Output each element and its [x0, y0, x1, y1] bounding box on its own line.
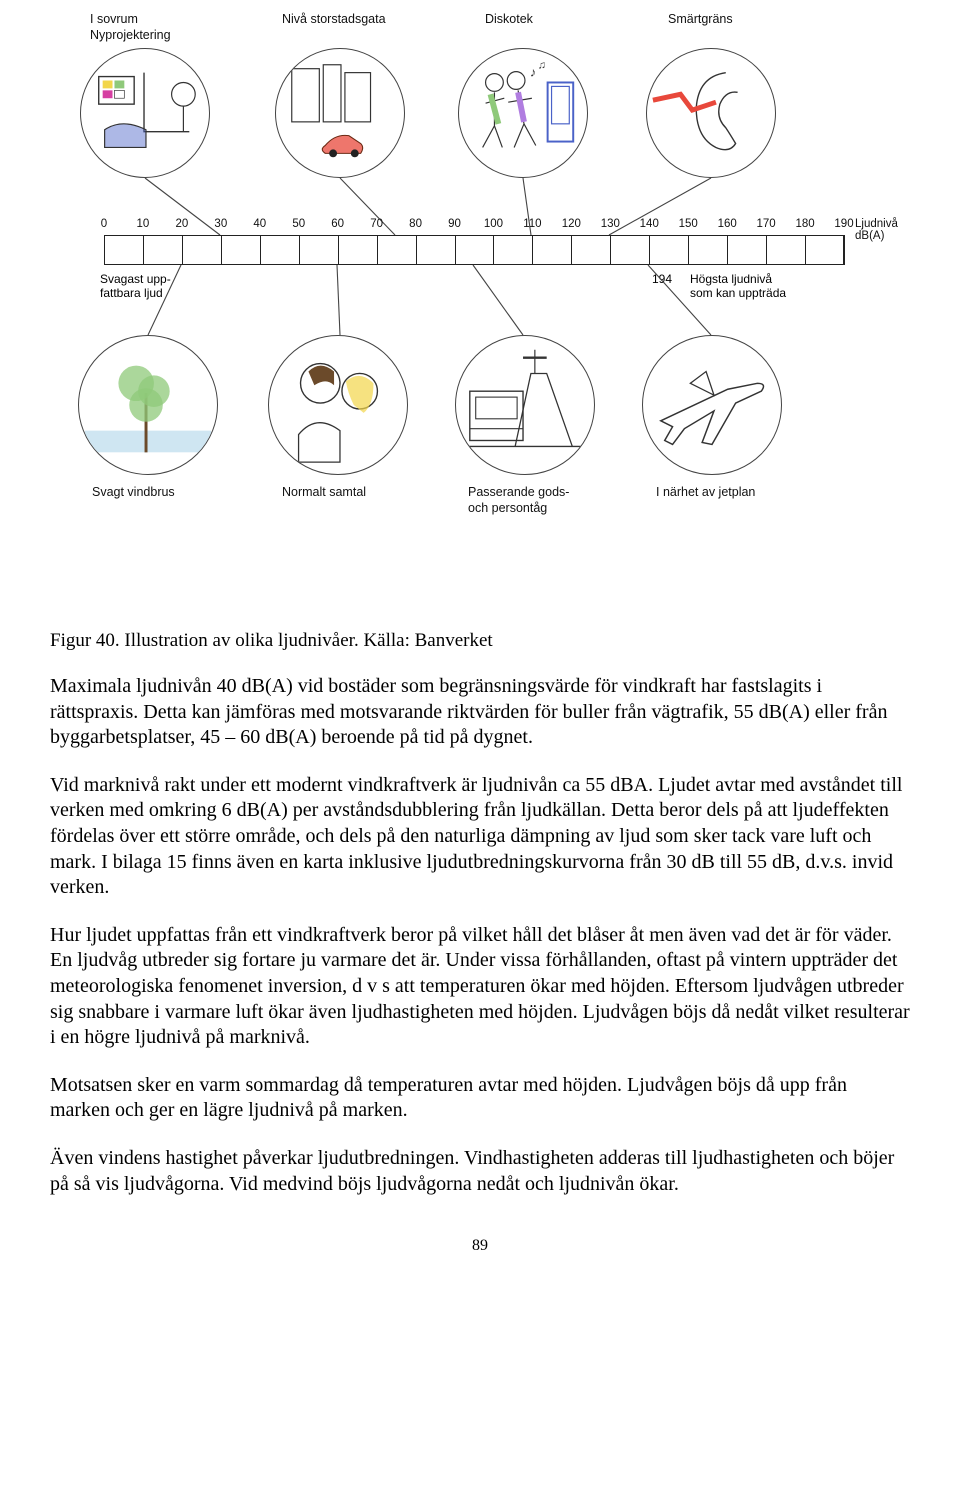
para-text: Maximala ljudnivån 40 dB(A) vid bostäder… [50, 675, 887, 748]
circle-street [275, 48, 405, 178]
axis-label: Ljudnivå dB(A) [855, 218, 910, 242]
scale-tick-label: 80 [409, 218, 422, 230]
scale-tick-label: 100 [484, 218, 503, 230]
scale-tick [688, 235, 689, 265]
circle-bedroom [80, 48, 210, 178]
label-text: Smärtgräns [668, 12, 733, 26]
scale-tick [766, 235, 767, 265]
svg-text:♫: ♫ [538, 60, 546, 72]
bottom-label-breeze: Svagt vindbrus [92, 485, 175, 501]
scale-tick-label: 130 [601, 218, 620, 230]
scale-tick [338, 235, 339, 265]
circle-conversation [268, 335, 408, 475]
page-number: 89 [50, 1237, 910, 1255]
train-icon [456, 336, 594, 474]
axis-text: Ljudnivå dB(A) [855, 218, 898, 242]
scale-tick [221, 235, 222, 265]
top-label-bedroom: I sovrumNyprojektering [90, 12, 171, 43]
svg-text:♪: ♪ [530, 65, 536, 80]
scale-tick-label: 110 [523, 218, 541, 230]
para-text: Vid marknivå rakt under ett modernt vind… [50, 774, 902, 898]
circle-pain [646, 48, 776, 178]
scale-tick [532, 235, 533, 265]
label-text: Högsta ljudnivåsom kan uppträda [690, 272, 786, 300]
ear-icon [647, 49, 775, 177]
label-text: Passerande gods-och persontåg [468, 485, 569, 515]
scale-tick [260, 235, 261, 265]
scale-tick [182, 235, 183, 265]
scale-tick-label: 40 [253, 218, 266, 230]
street-icon [276, 49, 404, 177]
scale-tick [727, 235, 728, 265]
disco-icon: ♪ ♫ [459, 49, 587, 177]
scale-tick-label: 150 [679, 218, 698, 230]
scale-tick-label: 60 [331, 218, 344, 230]
para-text: Även vindens hastighet påverkar ljudutbr… [50, 1147, 894, 1195]
people-icon [269, 336, 407, 474]
page-number-text: 89 [472, 1237, 488, 1254]
label-text: I sovrumNyprojektering [90, 12, 171, 42]
scale-tick [610, 235, 611, 265]
label-text: I närhet av jetplan [656, 485, 755, 499]
scale-tick-label: 180 [795, 218, 814, 230]
paragraph: Även vindens hastighet påverkar ljudutbr… [50, 1146, 910, 1197]
scale-tick-label: 170 [757, 218, 776, 230]
db-scale [104, 235, 844, 265]
scale-tick-label: 30 [214, 218, 227, 230]
figure-caption: Figur 40. Illustration av olika ljudnivå… [50, 630, 910, 652]
paragraph: Motsatsen sker en varm sommardag då temp… [50, 1073, 910, 1124]
scale-tick-label: 70 [370, 218, 383, 230]
scale-low-label: Svagast upp-fattbara ljud [100, 272, 171, 301]
bedroom-icon [81, 49, 209, 177]
jet-icon [643, 336, 781, 474]
label-text: Svagt vindbrus [92, 485, 175, 499]
scale-tick-label: 10 [137, 218, 150, 230]
scale-tick [493, 235, 494, 265]
bottom-label-jet: I närhet av jetplan [656, 485, 755, 501]
scale-tick-label: 90 [448, 218, 461, 230]
label-text: Svagast upp-fattbara ljud [100, 272, 171, 300]
scale-tick-label: 20 [175, 218, 188, 230]
scale-tick [571, 235, 572, 265]
circle-train [455, 335, 595, 475]
scale-tick-label: 140 [640, 218, 659, 230]
scale-tick [143, 235, 144, 265]
label-text: Nivå storstadsgata [282, 12, 386, 26]
scale-tick [377, 235, 378, 265]
top-label-disco: Diskotek [485, 12, 533, 28]
scale-tick [416, 235, 417, 265]
para-text: Hur ljudet uppfattas från ett vindkraftv… [50, 924, 910, 1048]
scale-tick [805, 235, 806, 265]
paragraph: Vid marknivå rakt under ett modernt vind… [50, 773, 910, 901]
scale-tick [455, 235, 456, 265]
scale-tick [299, 235, 300, 265]
scale-tick-label: 0 [101, 218, 107, 230]
scale-high-label: 194 Högsta ljudnivåsom kan uppträda [690, 272, 786, 301]
paragraph: Hur ljudet uppfattas från ett vindkraftv… [50, 923, 910, 1051]
circle-disco: ♪ ♫ [458, 48, 588, 178]
label-text: Normalt samtal [282, 485, 366, 499]
paragraph: Maximala ljudnivån 40 dB(A) vid bostäder… [50, 674, 910, 751]
circle-jet [642, 335, 782, 475]
caption-text: Figur 40. Illustration av olika ljudnivå… [50, 630, 493, 651]
scale-tick-label: 50 [292, 218, 305, 230]
circle-breeze [78, 335, 218, 475]
scale-tick [649, 235, 650, 265]
scale-tick-label: 160 [718, 218, 737, 230]
tree-icon [79, 336, 217, 474]
top-label-pain: Smärtgräns [668, 12, 733, 28]
bottom-label-talk: Normalt samtal [282, 485, 366, 501]
scale-tick [104, 235, 105, 265]
high-number: 194 [652, 272, 672, 286]
scale-tick-label: 190 [834, 218, 853, 230]
para-text: Motsatsen sker en varm sommardag då temp… [50, 1074, 847, 1122]
sound-level-infographic: I sovrumNyprojektering Nivå storstadsgat… [50, 10, 910, 610]
scale-tick [844, 235, 845, 265]
scale-tick-label: 120 [562, 218, 581, 230]
label-text: Diskotek [485, 12, 533, 26]
top-label-street: Nivå storstadsgata [282, 12, 386, 28]
bottom-label-train: Passerande gods-och persontåg [468, 485, 569, 516]
